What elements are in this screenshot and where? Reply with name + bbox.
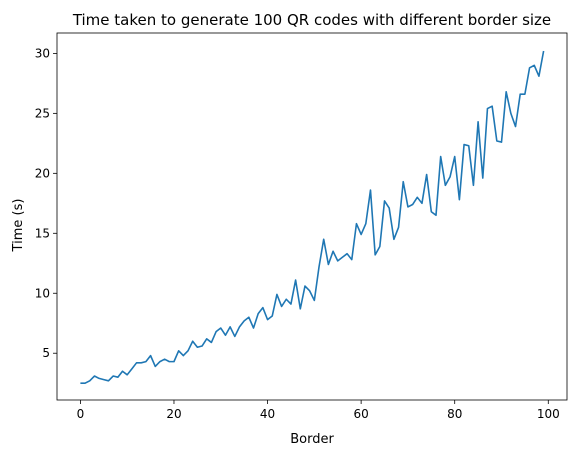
- x-tick-label: 100: [537, 407, 560, 421]
- y-axis: 5 10 15 20 25 30: [35, 46, 57, 360]
- x-tick-label: 40: [260, 407, 275, 421]
- x-tick-label: 80: [447, 407, 462, 421]
- y-tick-label: 5: [42, 346, 50, 360]
- x-tick-label: 0: [77, 407, 85, 421]
- y-tick-label: 20: [35, 166, 50, 180]
- y-axis-label: Time (s): [11, 199, 26, 253]
- x-tick-label: 20: [166, 407, 181, 421]
- axes-frame: [57, 33, 567, 400]
- chart-title: Time taken to generate 100 QR codes with…: [72, 11, 551, 29]
- y-tick-label: 25: [35, 106, 50, 120]
- y-tick-label: 15: [35, 226, 50, 240]
- y-tick-label: 10: [35, 286, 50, 300]
- x-axis-label: Border: [290, 432, 334, 447]
- y-tick-label: 30: [35, 46, 50, 60]
- x-tick-label: 60: [353, 407, 368, 421]
- x-axis: 0 20 40 60 80 100: [77, 400, 560, 421]
- plot-area: [80, 51, 543, 383]
- series-line-0: [80, 51, 543, 383]
